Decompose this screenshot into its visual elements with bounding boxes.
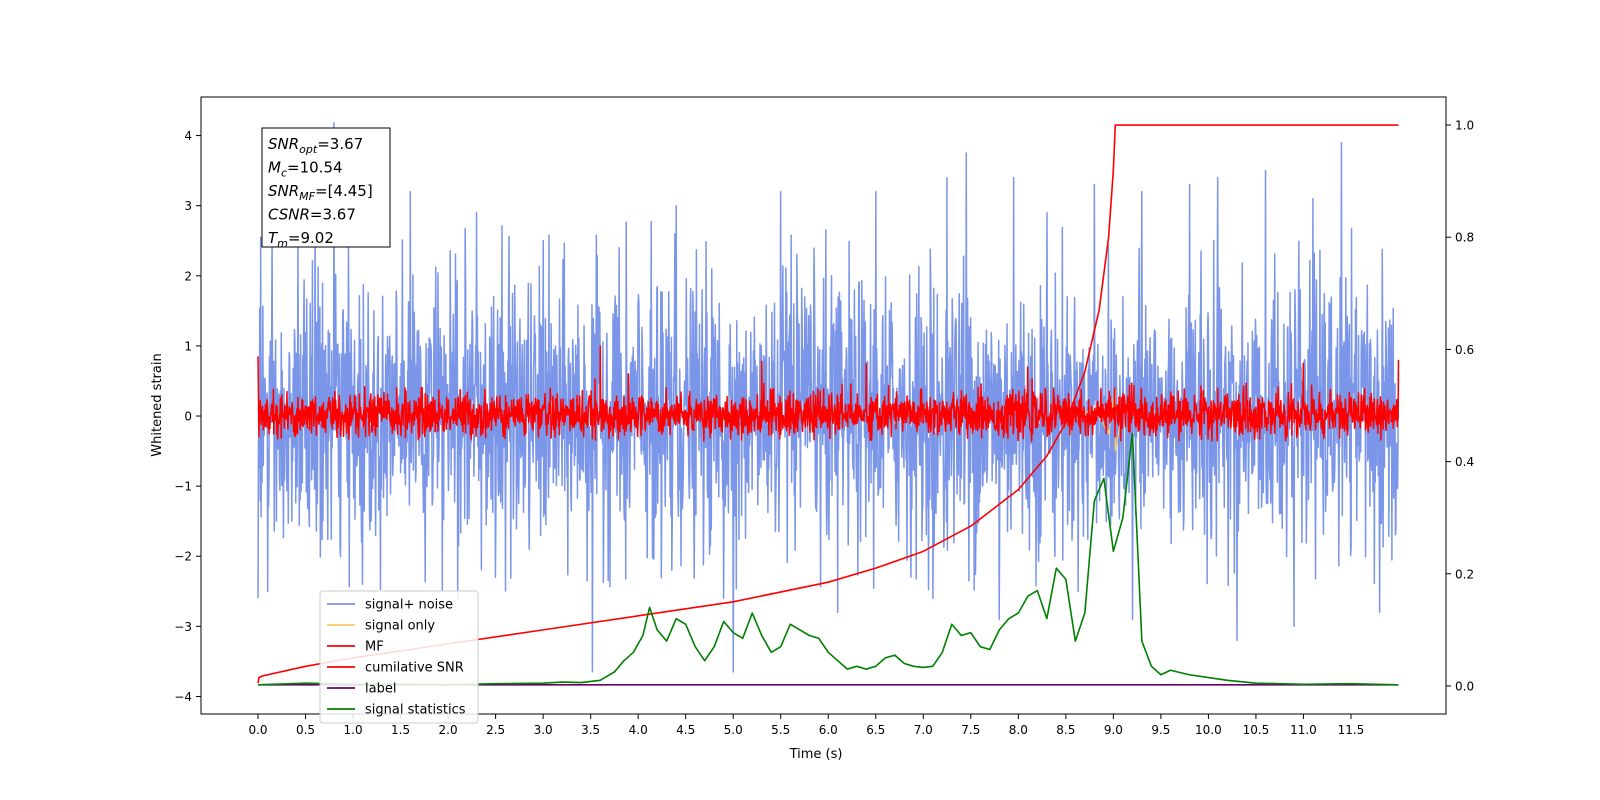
series-mf-line bbox=[257, 345, 1400, 442]
x-tick-label: 9.5 bbox=[1151, 723, 1170, 737]
legend-entry-label: MF bbox=[365, 640, 384, 655]
x-tick-label: 11.5 bbox=[1338, 723, 1365, 737]
axes: 0.0 0.5 1.0 1.5 2.0 2.5 3.0 3.5 4.0 4.5 5.0 5.5 6.0 6… bbox=[174, 96, 1474, 737]
x-axis-label: Time (s) bbox=[789, 747, 843, 762]
x-tick-label: 8.5 bbox=[1056, 723, 1075, 737]
x-tick-label: 0.5 bbox=[296, 723, 315, 737]
y-right-tick-label: 0.4 bbox=[1455, 455, 1474, 469]
y-left-tick-label: −1 bbox=[174, 480, 192, 494]
y-left-tick-label: −3 bbox=[174, 620, 192, 634]
y-right-tick-label: 0.8 bbox=[1455, 231, 1474, 245]
y-left-tick-label: 3 bbox=[184, 199, 192, 213]
x-tick-label: 7.0 bbox=[914, 723, 933, 737]
annotation-line: CSNR=3.67 bbox=[268, 206, 356, 224]
y-left-tick-label: −2 bbox=[174, 550, 192, 564]
x-tick-label: 4.5 bbox=[676, 723, 695, 737]
y-right-tick-label: 0.2 bbox=[1455, 567, 1474, 581]
annotation-line: SNRopt=3.67 bbox=[268, 135, 363, 156]
x-tick-label: 4.0 bbox=[629, 723, 648, 737]
legend-entry-label: signal statistics bbox=[365, 703, 466, 718]
legend-entry-label: signal only bbox=[365, 619, 435, 634]
y-left-tick-label: 1 bbox=[184, 339, 192, 353]
x-tick-label: 2.5 bbox=[486, 723, 505, 737]
axes-frame bbox=[200, 96, 1447, 715]
x-tick-label: 11.0 bbox=[1290, 723, 1317, 737]
legend-entry-label: cumilative SNR bbox=[365, 661, 464, 676]
y-left-tick-label: 2 bbox=[184, 269, 192, 283]
x-tick-label: 2.0 bbox=[439, 723, 458, 737]
series-signal-noise-line bbox=[257, 122, 1400, 673]
series-signal-statistics-line bbox=[257, 432, 1399, 686]
x-tick-label: 6.5 bbox=[866, 723, 885, 737]
y-right-tick-label: 1.0 bbox=[1455, 119, 1474, 133]
x-tick-label: 5.5 bbox=[771, 723, 790, 737]
y-axis-label: Whitened strain bbox=[150, 353, 165, 456]
x-tick-label: 6.0 bbox=[819, 723, 838, 737]
x-tick-label: 8.0 bbox=[1009, 723, 1028, 737]
annotation-line: SNRMF=[4.45] bbox=[268, 182, 373, 203]
y-left-tick-label: −4 bbox=[174, 690, 192, 704]
x-tick-label: 1.5 bbox=[391, 723, 410, 737]
legend-entry-label: label bbox=[365, 682, 396, 697]
x-tick-label: 10.0 bbox=[1195, 723, 1222, 737]
x-tick-label: 3.5 bbox=[581, 723, 600, 737]
x-tick-label: 10.5 bbox=[1243, 723, 1270, 737]
x-tick-label: 1.0 bbox=[344, 723, 363, 737]
legend-entry-label: signal+ noise bbox=[365, 598, 453, 613]
legend-frame bbox=[319, 590, 479, 724]
x-tick-label: 3.0 bbox=[534, 723, 553, 737]
annotation-frame bbox=[261, 127, 391, 248]
y-right-tick-label: 0.0 bbox=[1455, 679, 1474, 693]
y-left-tick-label: 0 bbox=[184, 410, 192, 424]
x-tick-label: 5.0 bbox=[724, 723, 743, 737]
y-left-tick-label: 4 bbox=[184, 129, 192, 143]
x-tick-label: 9.0 bbox=[1104, 723, 1123, 737]
y-right-tick-label: 0.6 bbox=[1455, 343, 1474, 357]
x-tick-label: 0.0 bbox=[248, 723, 267, 737]
annotation-line: Tm=9.02 bbox=[268, 229, 334, 250]
legend: signal+ noise signal only MF cumilative SNR… bbox=[319, 590, 479, 724]
annotation-line: Mc=10.54 bbox=[268, 159, 343, 180]
x-tick-label: 7.5 bbox=[961, 723, 980, 737]
